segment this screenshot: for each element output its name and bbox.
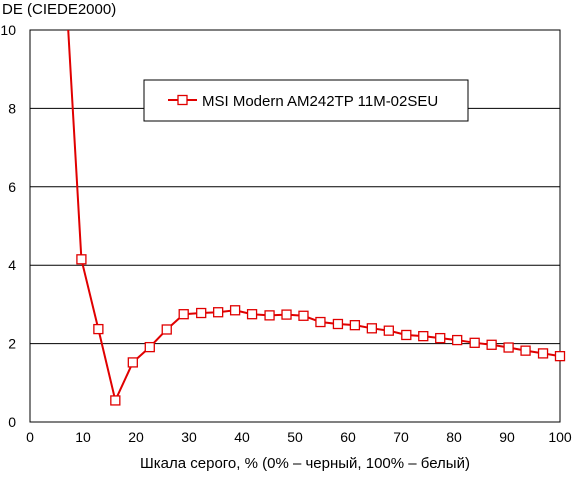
data-point-marker bbox=[76, 254, 87, 265]
data-point-marker bbox=[264, 310, 275, 321]
data-point-marker bbox=[349, 320, 361, 331]
data-point-marker bbox=[298, 310, 309, 321]
y-tick-label: 8 bbox=[8, 100, 16, 116]
data-point-marker bbox=[503, 342, 514, 353]
y-axis-title: DE (CIEDE2000) bbox=[2, 1, 116, 18]
x-tick-label: 80 bbox=[446, 429, 462, 445]
data-point-marker bbox=[161, 324, 172, 335]
data-point-marker bbox=[469, 337, 480, 348]
x-tick-label: 40 bbox=[234, 429, 250, 445]
series-layer bbox=[67, 30, 566, 406]
data-point-marker bbox=[144, 341, 155, 353]
x-tick-label: 70 bbox=[393, 429, 409, 445]
data-point-marker bbox=[93, 323, 104, 335]
legend: MSI Modern AM242TP 11M-02SEU bbox=[143, 79, 469, 122]
data-point-marker bbox=[554, 350, 566, 362]
x-tick-label: 0 bbox=[26, 429, 34, 445]
axis-tick-labels: 0 10 20 30 40 50 60 70 80 90 100 0 2 4 6 8 10 bbox=[0, 22, 571, 445]
y-tick-label: 10 bbox=[0, 22, 16, 38]
data-point-marker bbox=[366, 323, 378, 334]
data-point-marker bbox=[315, 316, 326, 328]
data-point-marker bbox=[212, 307, 224, 318]
data-point-marker bbox=[401, 329, 412, 341]
legend-box bbox=[143, 79, 469, 122]
x-tick-label: 10 bbox=[75, 429, 91, 445]
series bbox=[67, 30, 566, 406]
x-tick-label: 100 bbox=[548, 429, 572, 445]
x-tick-label: 60 bbox=[340, 429, 356, 445]
data-point-marker bbox=[281, 309, 292, 320]
data-point-marker bbox=[383, 325, 394, 336]
y-tick-label: 2 bbox=[8, 336, 16, 352]
x-tick-label: 50 bbox=[287, 429, 303, 445]
data-point-marker bbox=[537, 348, 549, 359]
y-tick-label: 6 bbox=[8, 179, 16, 195]
data-point-marker bbox=[520, 345, 531, 356]
data-point-marker bbox=[110, 395, 121, 406]
x-tick-label: 20 bbox=[128, 429, 144, 445]
y-tick-label: 4 bbox=[8, 257, 16, 273]
plot-area-frame bbox=[29, 29, 561, 423]
data-point-marker bbox=[196, 307, 207, 319]
data-point-marker bbox=[332, 318, 344, 330]
legend-marker-square bbox=[177, 94, 188, 106]
data-point-marker bbox=[246, 309, 258, 320]
data-point-marker bbox=[178, 309, 189, 320]
data-point-marker bbox=[127, 357, 138, 368]
x-tick-label: 90 bbox=[499, 429, 515, 445]
x-axis-title: Шкала серого, % (0% – черный, 100% – бел… bbox=[140, 455, 470, 472]
data-point-marker bbox=[435, 332, 446, 344]
x-tick-label: 30 bbox=[181, 429, 197, 445]
data-point-marker bbox=[452, 334, 463, 346]
data-point-marker bbox=[229, 305, 241, 316]
series-line bbox=[67, 30, 560, 404]
y-tick-label: 0 bbox=[8, 414, 16, 430]
data-point-marker bbox=[486, 339, 497, 350]
legend-series-label: MSI Modern AM242TP 11M-02SEU bbox=[202, 93, 438, 110]
gridlines bbox=[30, 107, 560, 345]
data-point-marker bbox=[418, 331, 429, 342]
